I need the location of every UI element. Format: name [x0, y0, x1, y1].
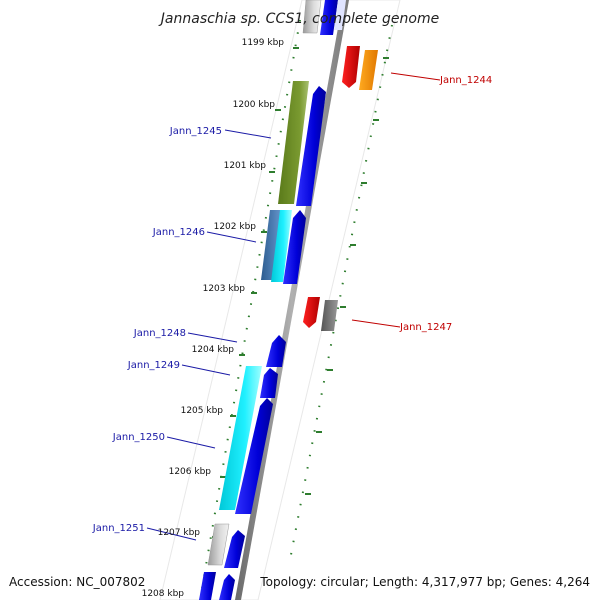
map-band [159, 0, 401, 600]
gene-cyan-1246 [271, 210, 292, 282]
gene-blue-bottom-b [219, 574, 235, 600]
gene-cyan-1250 [219, 366, 262, 510]
gene-label-jann-1246[interactable]: Jann_1246 [152, 227, 205, 238]
topology-label: Topology: circular; Length: 4,317,977 bp… [259, 575, 590, 589]
kbp-label: 1200 kbp [233, 100, 276, 110]
gene-blue-bottom-a [199, 572, 216, 600]
gene-blue-1250 [235, 398, 273, 514]
gene-steel-1246 [261, 210, 283, 280]
gene-label-jann-1251[interactable]: Jann_1251 [92, 523, 145, 534]
kbp-labels: 1199 kbp 1200 kbp 1201 kbp 1202 kbp 1203… [142, 38, 285, 599]
kbp-label: 1203 kbp [203, 284, 246, 294]
gene-top-blue [320, 0, 338, 35]
kbp-label: 1207 kbp [158, 528, 201, 538]
gene-label-jann-1248[interactable]: Jann_1248 [133, 328, 186, 339]
kbp-label: 1208 kbp [142, 589, 185, 599]
map-title: Jannaschia sp. CCS1, complete genome [158, 11, 439, 27]
gene-label-jann-1244[interactable]: Jann_1244 [439, 75, 492, 86]
gene-blue-1246 [283, 210, 306, 284]
gene-label-jann-1249[interactable]: Jann_1249 [127, 360, 180, 371]
gene-labels: Jann_1245 Jann_1246 Jann_1248 Jann_1249 … [92, 75, 492, 534]
gene-blue-1251 [224, 530, 245, 568]
accession-label: Accession: NC_007802 [9, 575, 145, 589]
gene-red-1244 [342, 46, 360, 88]
gene-top-pale [334, 0, 346, 30]
kbp-label: 1206 kbp [169, 467, 212, 477]
gene-label-jann-1245[interactable]: Jann_1245 [169, 126, 222, 137]
kbp-label: 1205 kbp [181, 406, 224, 416]
gene-lightgray-1251 [207, 523, 230, 566]
gene-label-jann-1247[interactable]: Jann_1247 [399, 322, 452, 333]
major-ticks-right [305, 57, 389, 495]
gene-olive-1245 [278, 81, 309, 204]
kbp-label: 1199 kbp [242, 38, 285, 48]
gene-red-1247 [303, 297, 320, 328]
gene-gray-1247 [321, 300, 338, 331]
gene-blue-1248 [266, 335, 286, 367]
gene-label-jann-1250[interactable]: Jann_1250 [112, 432, 165, 443]
gene-leader-lines [146, 72, 441, 541]
kbp-label: 1204 kbp [192, 345, 235, 355]
kbp-label: 1201 kbp [224, 161, 267, 171]
gene-top-lightgray [302, 0, 322, 34]
kbp-label: 1202 kbp [214, 222, 257, 232]
gene-blue-1249 [260, 368, 278, 398]
gene-blue-1245 [296, 86, 326, 206]
gene-orange-1244 [359, 50, 378, 90]
